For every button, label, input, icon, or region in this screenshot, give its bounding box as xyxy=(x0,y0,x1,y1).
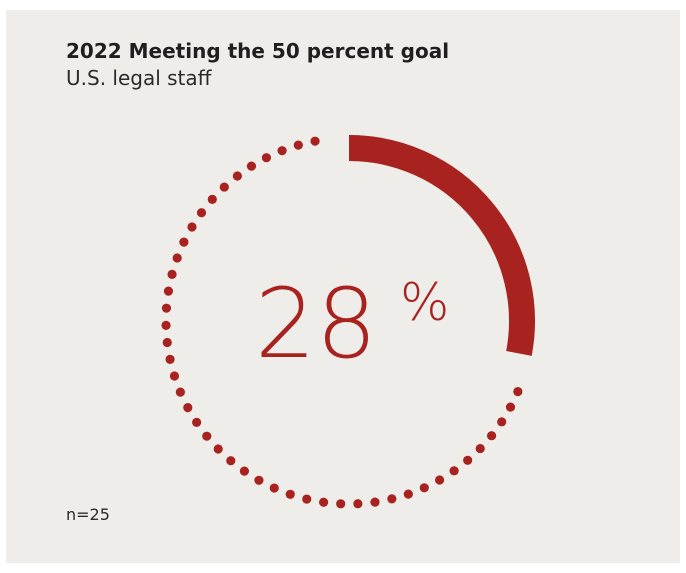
value-arc xyxy=(348,135,535,356)
remaining-dot xyxy=(232,171,242,181)
remaining-dot xyxy=(435,475,445,485)
remaining-dot xyxy=(226,456,236,466)
remaining-dot xyxy=(277,146,287,156)
remaining-dot xyxy=(161,320,171,330)
remaining-dot xyxy=(336,499,346,509)
remaining-dot xyxy=(239,466,249,476)
remaining-dot xyxy=(175,387,185,397)
remaining-dot xyxy=(353,499,363,509)
percentage-value: 28 xyxy=(255,268,377,380)
remaining-dot xyxy=(169,371,180,381)
remaining-dot xyxy=(497,417,507,427)
sample-size-note: n=25 xyxy=(66,505,110,524)
remaining-dot xyxy=(162,337,172,348)
remaining-dot xyxy=(285,489,295,499)
chart-subtitle: U.S. legal staff xyxy=(66,66,212,90)
remaining-dot xyxy=(192,417,202,427)
remaining-dot xyxy=(475,443,485,454)
remaining-dot xyxy=(187,222,197,232)
remaining-dot xyxy=(183,403,193,413)
remaining-dot xyxy=(172,253,182,263)
chart-title: 2022 Meeting the 50 percent goal xyxy=(66,39,450,63)
remaining-dot xyxy=(161,303,172,313)
remaining-dot xyxy=(167,269,177,279)
remaining-dot xyxy=(213,444,223,454)
remaining-dot xyxy=(370,497,380,507)
remaining-dot xyxy=(449,466,459,476)
remaining-dot xyxy=(254,475,264,485)
remaining-dot xyxy=(261,153,272,163)
remaining-dot xyxy=(463,455,473,465)
remaining-dot xyxy=(486,431,497,441)
remaining-dot xyxy=(505,402,516,412)
remaining-dot xyxy=(419,483,429,493)
remaining-dot xyxy=(302,494,312,504)
chart-card xyxy=(6,10,680,563)
remaining-dot xyxy=(196,208,207,218)
remaining-dot xyxy=(387,494,397,504)
remaining-dot xyxy=(165,354,175,365)
remaining-dot xyxy=(246,161,257,171)
remaining-dot xyxy=(293,140,303,150)
remaining-dot xyxy=(403,489,413,499)
remaining-dot xyxy=(179,237,189,247)
remaining-dot xyxy=(310,136,320,146)
remaining-dot xyxy=(269,483,279,493)
remaining-dot xyxy=(319,497,329,507)
remaining-dot xyxy=(207,194,217,204)
remaining-dot xyxy=(202,431,212,441)
remaining-dot xyxy=(513,386,523,397)
remaining-dot xyxy=(219,182,229,192)
percentage-sign: % xyxy=(400,273,449,333)
remaining-dot xyxy=(163,286,174,296)
remaining-dots xyxy=(161,136,523,509)
